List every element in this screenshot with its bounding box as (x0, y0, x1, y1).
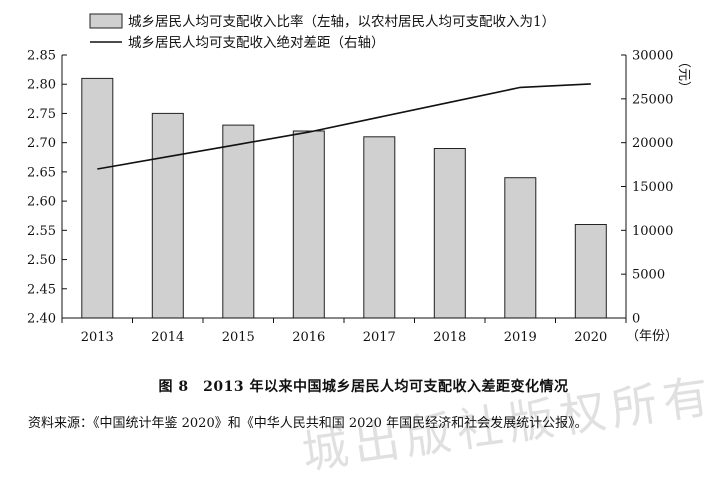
right-tick-label: 0 (632, 312, 640, 327)
left-tick-label: 2.80 (27, 78, 56, 93)
bar (151, 112, 184, 319)
source-note: 资料来源：《中国统计年鉴 2020》和《中华人民共和国 2020 年国民经济和社… (28, 416, 588, 431)
figure-caption: 图 8 2013 年以来中国城乡居民人均可支配收入差距变化情况 (158, 379, 569, 395)
right-tick-label: 30000 (632, 49, 673, 64)
x-axis-unit: （年份） (626, 329, 678, 344)
x-tick-label: 2018 (433, 330, 466, 345)
bar (363, 136, 396, 319)
right-tick-label: 5000 (632, 268, 665, 283)
left-tick-label: 2.75 (27, 107, 56, 122)
x-tick-label: 2017 (363, 330, 396, 345)
right-tick-label: 15000 (632, 180, 673, 195)
bar (433, 148, 466, 319)
bar (292, 130, 325, 319)
legend-bar-swatch (89, 13, 123, 29)
left-tick-label: 2.50 (27, 253, 56, 268)
legend: 城乡居民人均可支配收入比率（左轴，以农村居民人均可支配收入为1） 城乡居民人均可… (89, 13, 555, 51)
bar (81, 77, 114, 319)
gap-line (97, 83, 591, 170)
x-tick-label: 2016 (292, 330, 325, 345)
right-tick-label: 10000 (632, 224, 673, 239)
right-tick-label: 25000 (632, 92, 673, 107)
right-tick-label: 20000 (632, 136, 673, 151)
plot-area: 2.40 2.45 2.50 2.55 2.60 2.65 2.70 2.75 2.80 2.85… (27, 49, 673, 346)
x-tick-label: 2019 (504, 330, 537, 345)
left-tick-label: 2.45 (27, 282, 56, 297)
x-tick-label: 2015 (222, 330, 255, 345)
bar (222, 124, 255, 319)
legend-bar-label: 城乡居民人均可支配收入比率（左轴，以农村居民人均可支配收入为1） (128, 13, 555, 30)
x-tick-label: 2020 (574, 330, 607, 345)
legend-line-label: 城乡居民人均可支配收入绝对差距（右轴） (128, 35, 385, 51)
chart-svg: 城乡居民人均可支配收入比率（左轴，以农村居民人均可支配收入为1） 城乡居民人均可… (27, 13, 691, 346)
left-tick-label: 2.60 (27, 195, 56, 210)
bar (574, 224, 607, 319)
left-tick-label: 2.65 (27, 165, 56, 180)
bar (504, 177, 537, 319)
left-tick-label: 2.55 (27, 224, 56, 239)
right-axis-unit: （元） (676, 55, 691, 94)
x-tick-label: 2014 (151, 330, 184, 345)
x-tick-label: 2013 (81, 330, 114, 345)
left-tick-label: 2.70 (27, 136, 56, 151)
left-tick-label: 2.85 (27, 49, 56, 64)
left-tick-label: 2.40 (27, 312, 56, 327)
